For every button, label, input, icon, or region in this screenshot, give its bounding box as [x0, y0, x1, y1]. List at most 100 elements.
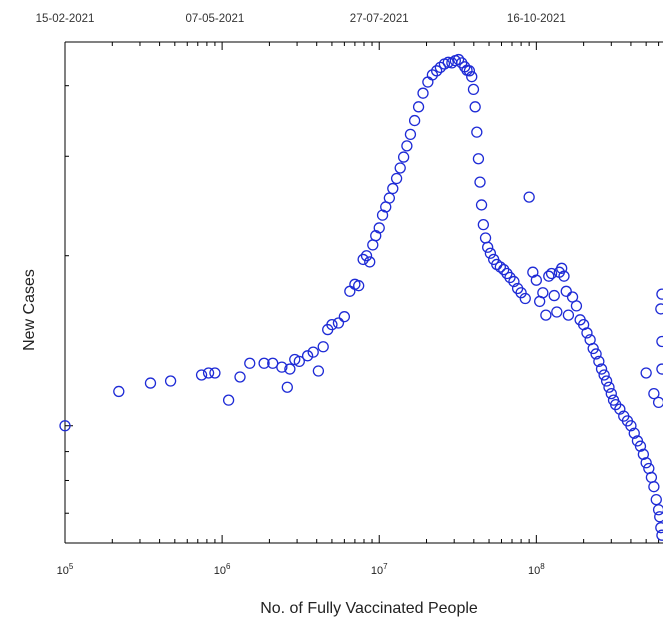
data-point: [558, 270, 570, 282]
axis-ticks: [64, 42, 660, 543]
data-point: [498, 263, 510, 276]
data-point: [556, 262, 568, 274]
data-point: [548, 289, 560, 302]
data-point: [222, 394, 235, 406]
data-point: [655, 522, 663, 534]
data-point: [387, 182, 399, 195]
data-point: [540, 309, 552, 321]
data-point: [326, 319, 338, 331]
data-point: [312, 365, 325, 377]
data-points: [59, 53, 663, 541]
data-point: [344, 285, 356, 297]
data-point: [307, 346, 319, 358]
data-point: [560, 285, 572, 297]
data-point: [551, 306, 563, 318]
data-point: [113, 385, 125, 398]
data-point: [523, 191, 535, 203]
data-point: [645, 471, 658, 484]
top-date-label: 15-02-2021: [36, 13, 95, 25]
data-point: [587, 342, 599, 355]
data-point: [394, 162, 406, 174]
data-point: [519, 292, 531, 305]
data-point: [590, 348, 602, 360]
data-point: [360, 250, 373, 262]
data-point: [164, 375, 177, 387]
data-point: [652, 396, 663, 409]
data-point: [605, 387, 617, 400]
data-point: [426, 69, 439, 81]
data-point: [475, 199, 488, 211]
data-point: [494, 261, 506, 273]
top-date-label: 16-10-2021: [507, 13, 566, 25]
data-point: [595, 363, 608, 375]
data-point: [338, 311, 351, 323]
data-point: [408, 114, 421, 127]
x-axis-title: No. of Fully Vaccinated People: [260, 600, 478, 617]
data-point: [484, 247, 497, 259]
data-point: [543, 270, 555, 282]
data-point: [397, 151, 410, 163]
data-point: [353, 280, 365, 292]
data-point: [504, 271, 516, 284]
data-point: [276, 361, 288, 373]
data-point: [474, 176, 486, 188]
data-point: [357, 253, 369, 266]
data-point: [656, 335, 663, 348]
data-point: [463, 65, 476, 77]
data-point: [530, 274, 542, 286]
data-point: [655, 303, 663, 315]
data-point: [258, 357, 270, 369]
data-point: [477, 219, 490, 231]
data-point: [401, 140, 413, 152]
data-point: [466, 71, 478, 83]
data-point: [648, 481, 660, 493]
data-point: [469, 101, 481, 113]
x-tick-label: 105: [57, 562, 74, 577]
data-point: [570, 300, 583, 312]
data-point: [467, 83, 480, 96]
data-point: [209, 367, 221, 379]
data-point: [404, 128, 417, 141]
data-point: [581, 327, 593, 339]
x-tick-label: 106: [214, 562, 231, 577]
data-point: [656, 529, 663, 541]
data-point: [373, 222, 385, 234]
data-point: [479, 232, 492, 244]
data-point: [452, 53, 465, 66]
data-point: [640, 457, 652, 469]
data-point: [383, 192, 396, 204]
data-point: [654, 511, 663, 523]
data-point: [234, 371, 246, 383]
data-point: [650, 493, 662, 506]
data-point: [515, 287, 527, 299]
data-point: [202, 367, 215, 379]
data-point: [537, 287, 549, 299]
data-point: [144, 377, 157, 389]
data-point: [390, 172, 403, 185]
data-point: [508, 275, 520, 288]
x-tick-label: 108: [528, 562, 545, 577]
data-point: [293, 355, 305, 368]
data-point: [430, 65, 443, 77]
data-point: [648, 387, 660, 400]
data-point: [301, 350, 314, 362]
top-date-label: 07-05-2021: [186, 13, 245, 25]
top-date-label: 27-07-2021: [350, 13, 409, 25]
data-point: [59, 420, 71, 432]
data-point: [364, 256, 376, 268]
data-point: [332, 317, 345, 329]
y-axis-title: New Cases: [21, 269, 38, 351]
data-point: [656, 363, 663, 375]
data-point: [634, 440, 647, 452]
data-point: [652, 504, 663, 516]
data-point: [640, 367, 652, 379]
x-tick-labels: 105 106 107 108: [57, 562, 546, 577]
data-point: [195, 369, 208, 381]
data-point: [417, 87, 429, 99]
data-point: [284, 363, 296, 375]
data-point: [628, 427, 640, 439]
data-point: [244, 357, 256, 369]
data-point: [422, 76, 434, 88]
data-point: [442, 56, 454, 68]
